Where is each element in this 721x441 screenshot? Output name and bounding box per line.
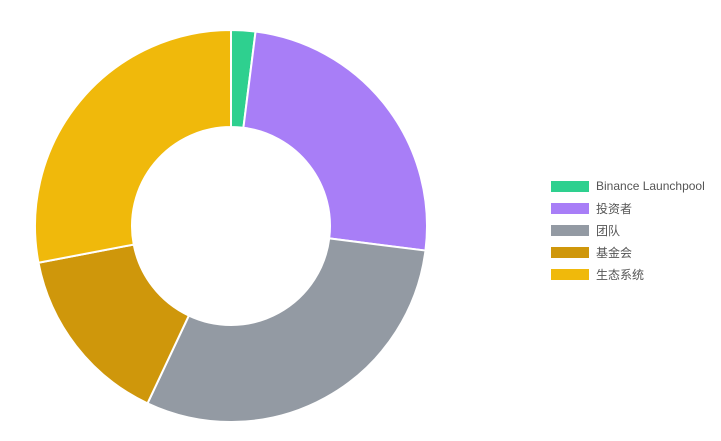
legend-label: 基金会 [596,245,633,260]
legend-swatch [551,268,589,280]
legend-swatch [551,180,589,192]
legend-label: 生态系统 [596,267,645,282]
legend-swatch [551,224,589,236]
legend-label: 团队 [596,223,621,238]
legend: Binance Launchpool 投资者团队基金会生态系统 [551,175,705,285]
legend-item-4[interactable]: 生态系统 [551,263,705,285]
legend-label: 投资者 [596,201,633,216]
donut-slice-2[interactable] [146,237,427,423]
legend-item-1[interactable]: 投资者 [551,197,705,219]
legend-item-0[interactable]: Binance Launchpool [551,175,705,197]
legend-item-2[interactable]: 团队 [551,219,705,241]
legend-swatch [551,202,589,214]
donut-slice-4[interactable] [34,28,232,264]
legend-item-3[interactable]: 基金会 [551,241,705,263]
legend-swatch [551,246,589,258]
donut-slice-1[interactable] [242,30,428,252]
legend-label: Binance Launchpool [596,179,705,193]
